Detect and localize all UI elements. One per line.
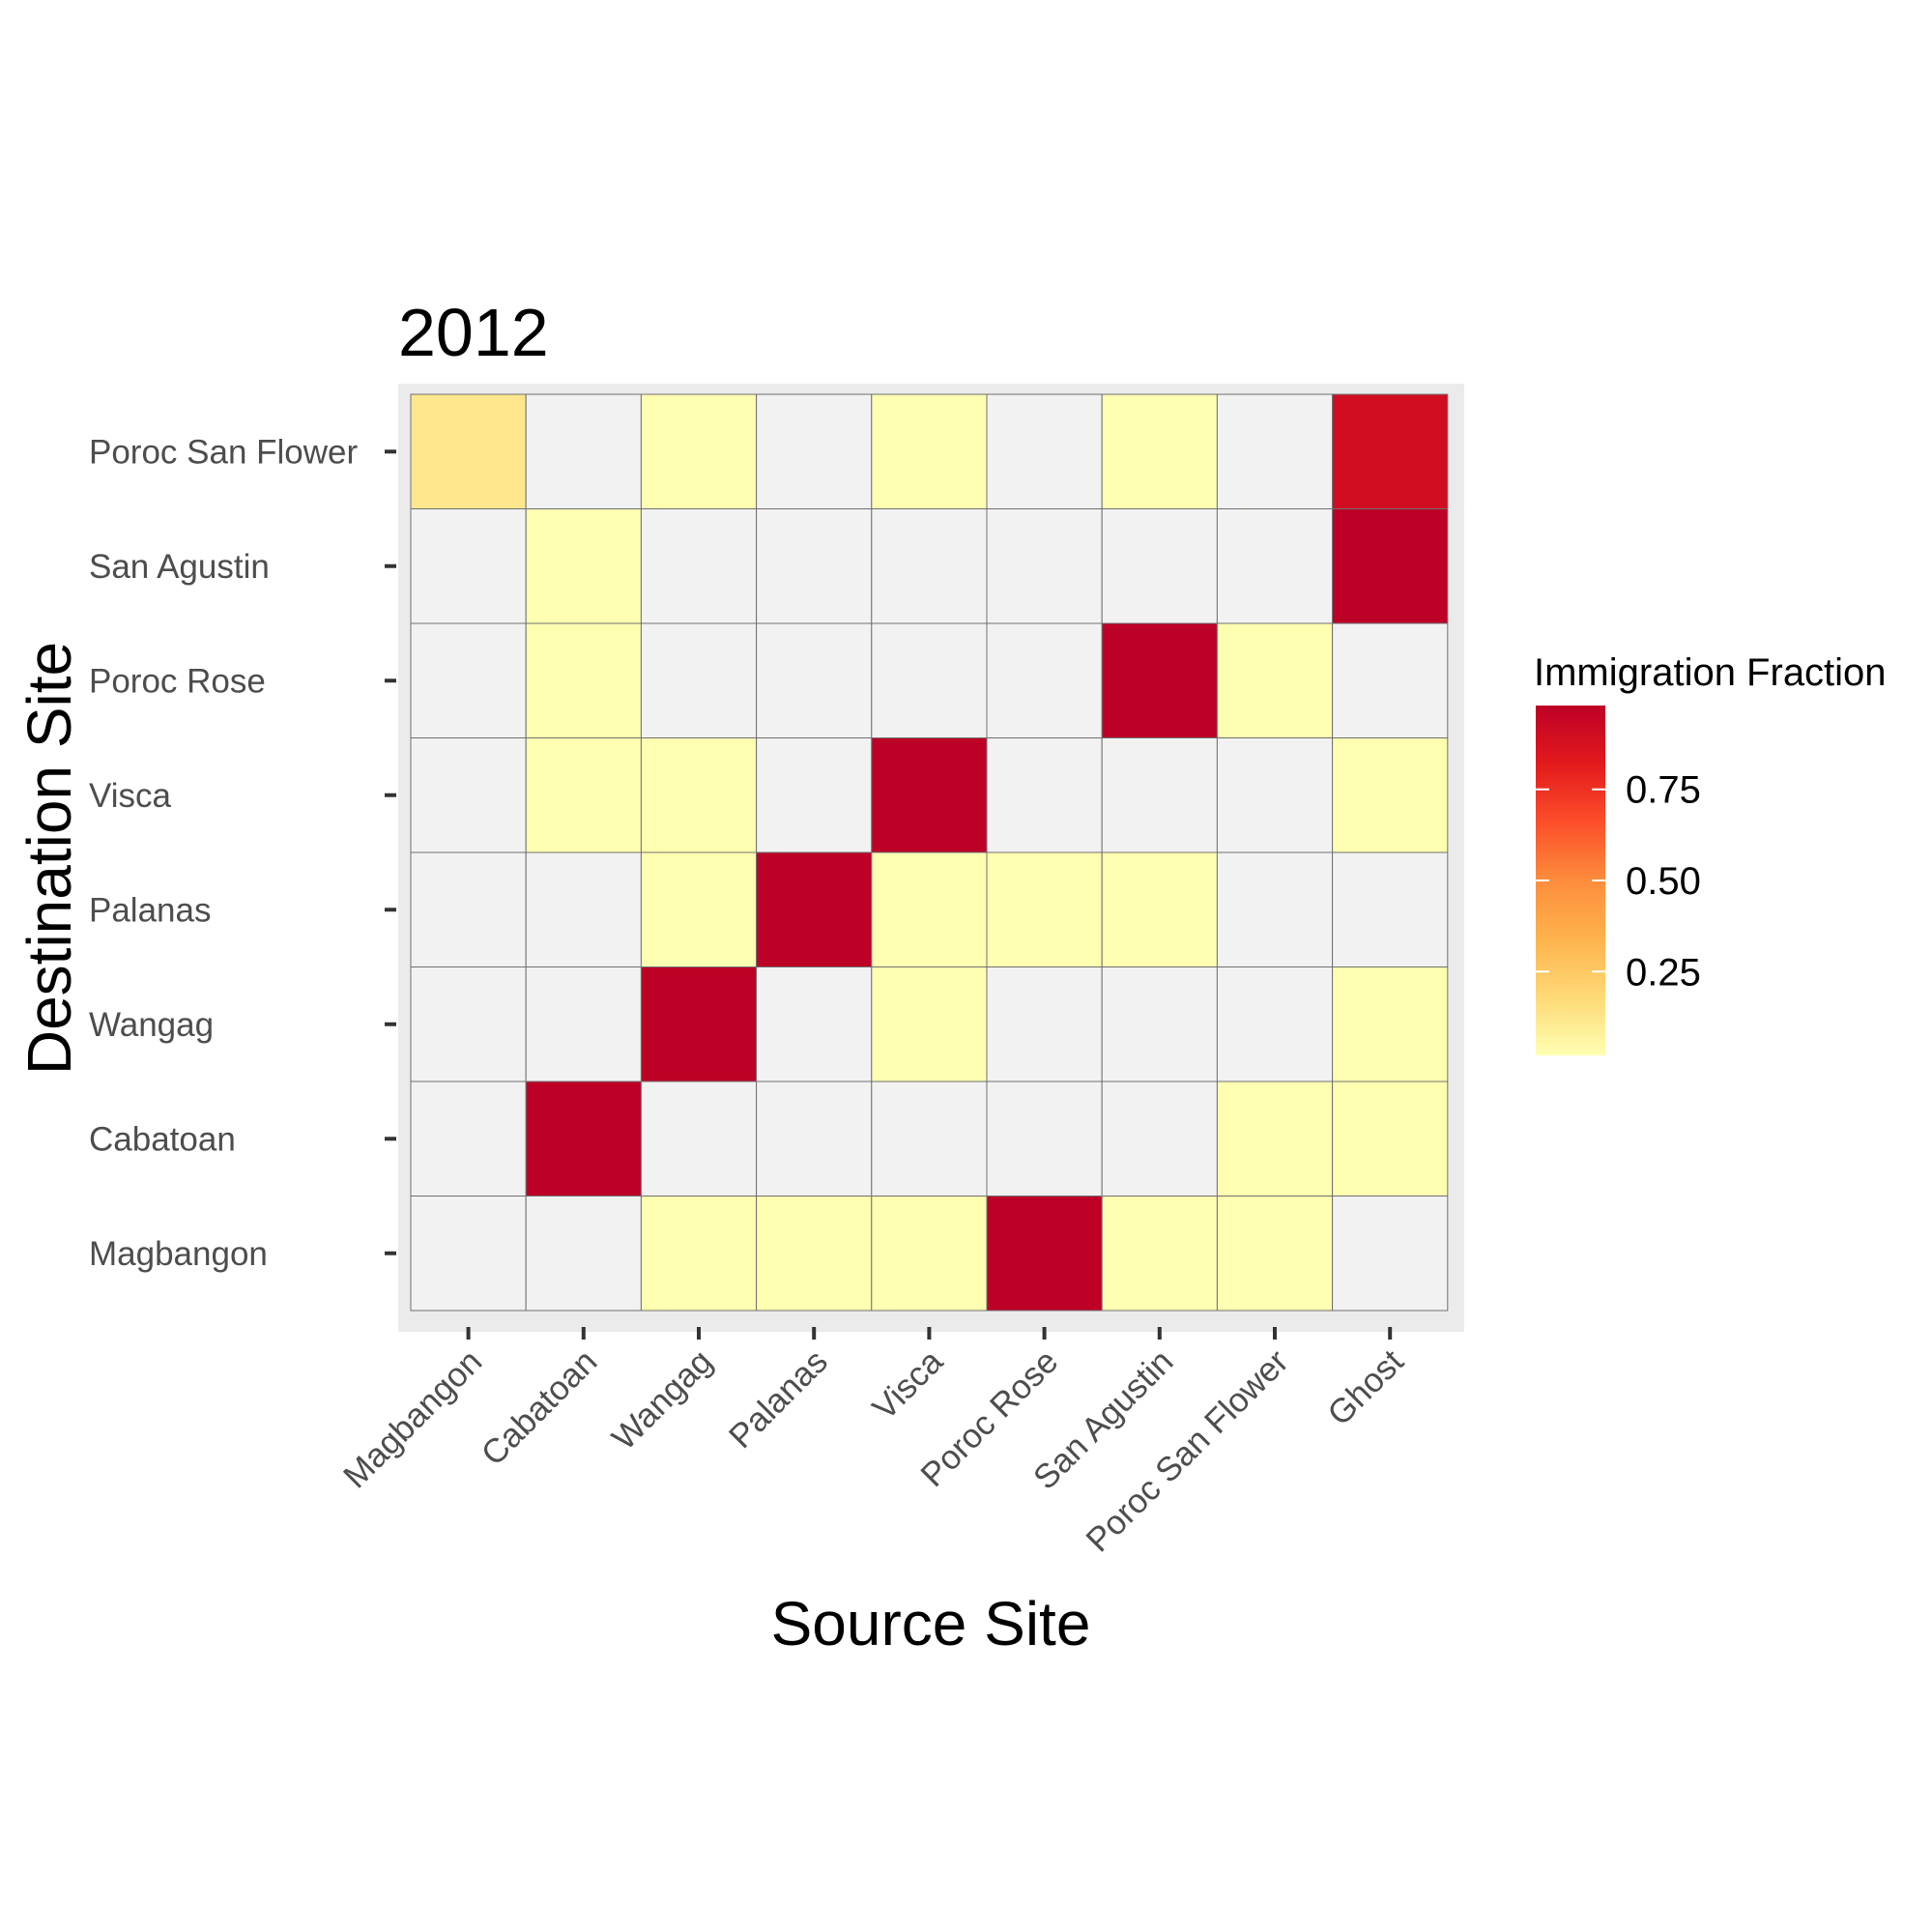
- heatmap-cell: [525, 1196, 642, 1312]
- heatmap-cell: [1332, 622, 1449, 738]
- heatmap-cell: [756, 508, 873, 624]
- heatmap-cell: [410, 966, 527, 1082]
- heatmap-cell: [871, 1196, 988, 1312]
- heatmap-cell: [871, 1081, 988, 1197]
- heatmap-cell: [640, 1196, 758, 1312]
- heatmap-cell: [410, 622, 527, 738]
- heatmap-cell: [1216, 737, 1334, 853]
- heatmap-cell: [1216, 622, 1334, 738]
- heatmap-cell: [640, 622, 758, 738]
- heatmap-cell: [756, 851, 873, 967]
- heatmap-cell: [640, 737, 758, 853]
- heatmap-cell: [410, 1196, 527, 1312]
- heatmap-cell: [871, 851, 988, 967]
- heatmap-cell: [756, 966, 873, 1082]
- heatmap-cell: [640, 966, 758, 1082]
- heatmap-cell: [1101, 393, 1218, 509]
- heatmap-cell: [640, 393, 758, 509]
- heatmap-cell: [1216, 966, 1334, 1082]
- heatmap-cell: [1332, 508, 1449, 624]
- heatmap-cell: [986, 508, 1103, 624]
- heatmap-cell: [1101, 1081, 1218, 1197]
- heatmap-cell: [871, 393, 988, 509]
- heatmap-cell: [1332, 1196, 1449, 1312]
- heatmap-cell: [871, 737, 988, 853]
- heatmap-cell: [986, 1081, 1103, 1197]
- heatmap-cell: [410, 508, 527, 624]
- heatmap-cell: [1101, 737, 1218, 853]
- heatmap-cell: [640, 851, 758, 967]
- color-legend: Immigration Fraction 0.25 0.50 0.75: [1534, 651, 1887, 1055]
- heatmap-cell: [1216, 851, 1334, 967]
- heatmap-cell: [410, 851, 527, 967]
- heatmap-cell: [410, 393, 527, 509]
- y-tick-label: Wangag: [89, 1006, 214, 1044]
- y-tick-label: Magbangon: [89, 1235, 268, 1273]
- heatmap-cell: [986, 966, 1103, 1082]
- heatmap-cell: [1101, 622, 1218, 738]
- heatmap-cell: [1216, 508, 1334, 624]
- y-tick-label: Poroc Rose: [89, 662, 266, 700]
- heatmap-cell: [1332, 1081, 1449, 1197]
- heatmap-cell: [871, 508, 988, 624]
- heatmap-cell: [1101, 508, 1218, 624]
- heatmap-cell: [756, 1196, 873, 1312]
- heatmap-cell: [410, 737, 527, 853]
- chart-title: 2012: [398, 295, 549, 370]
- heatmap-cell: [986, 393, 1103, 509]
- legend-title: Immigration Fraction: [1534, 651, 1887, 694]
- heatmap-cell: [986, 851, 1103, 967]
- heatmap-cell: [986, 622, 1103, 738]
- heatmap-cell: [1332, 393, 1449, 509]
- heatmap-cells: [410, 393, 1449, 1312]
- y-tick-label: Cabatoan: [89, 1120, 236, 1158]
- y-axis-ticks: Poroc San Flower San Agustin Poroc Rose Vis…: [89, 433, 396, 1273]
- heatmap-cell: [525, 622, 642, 738]
- legend-tick-label: 0.50: [1626, 860, 1701, 903]
- heatmap-cell: [1101, 851, 1218, 967]
- heatmap-cell: [410, 1081, 527, 1197]
- y-tick-label: Poroc San Flower: [89, 433, 359, 471]
- legend-ticks: 0.25 0.50 0.75: [1536, 769, 1701, 994]
- heatmap-cell: [1101, 966, 1218, 1082]
- y-tick-label: Visca: [89, 777, 171, 815]
- heatmap-cell: [525, 737, 642, 853]
- heatmap-cell: [871, 622, 988, 738]
- heatmap-cell: [640, 508, 758, 624]
- heatmap-cell: [756, 1081, 873, 1197]
- heatmap-cell: [640, 1081, 758, 1197]
- legend-tick-label: 0.25: [1626, 951, 1701, 994]
- y-axis-title: Destination Site: [14, 642, 84, 1075]
- heatmap-cell: [1101, 1196, 1218, 1312]
- heatmap-cell: [525, 393, 642, 509]
- heatmap-cell: [1332, 851, 1449, 967]
- heatmap-cell: [986, 1196, 1103, 1312]
- y-tick-label: San Agustin: [89, 548, 270, 586]
- legend-tick-label: 0.75: [1626, 769, 1701, 812]
- heatmap-cell: [1332, 737, 1449, 853]
- heatmap-cell: [525, 508, 642, 624]
- heatmap-cell: [525, 851, 642, 967]
- x-axis-title: Source Site: [771, 1589, 1091, 1658]
- heatmap-cell: [525, 966, 642, 1082]
- heatmap-cell: [1216, 393, 1334, 509]
- heatmap-cell: [1332, 966, 1449, 1082]
- y-tick-label: Palanas: [89, 891, 211, 929]
- heatmap-cell: [756, 393, 873, 509]
- heatmap-cell: [986, 737, 1103, 853]
- heatmap-cell: [1216, 1196, 1334, 1312]
- heatmap-cell: [1216, 1081, 1334, 1197]
- heatmap-cell: [756, 622, 873, 738]
- heatmap-cell: [756, 737, 873, 853]
- heatmap-cell: [871, 966, 988, 1082]
- heatmap-cell: [525, 1081, 642, 1197]
